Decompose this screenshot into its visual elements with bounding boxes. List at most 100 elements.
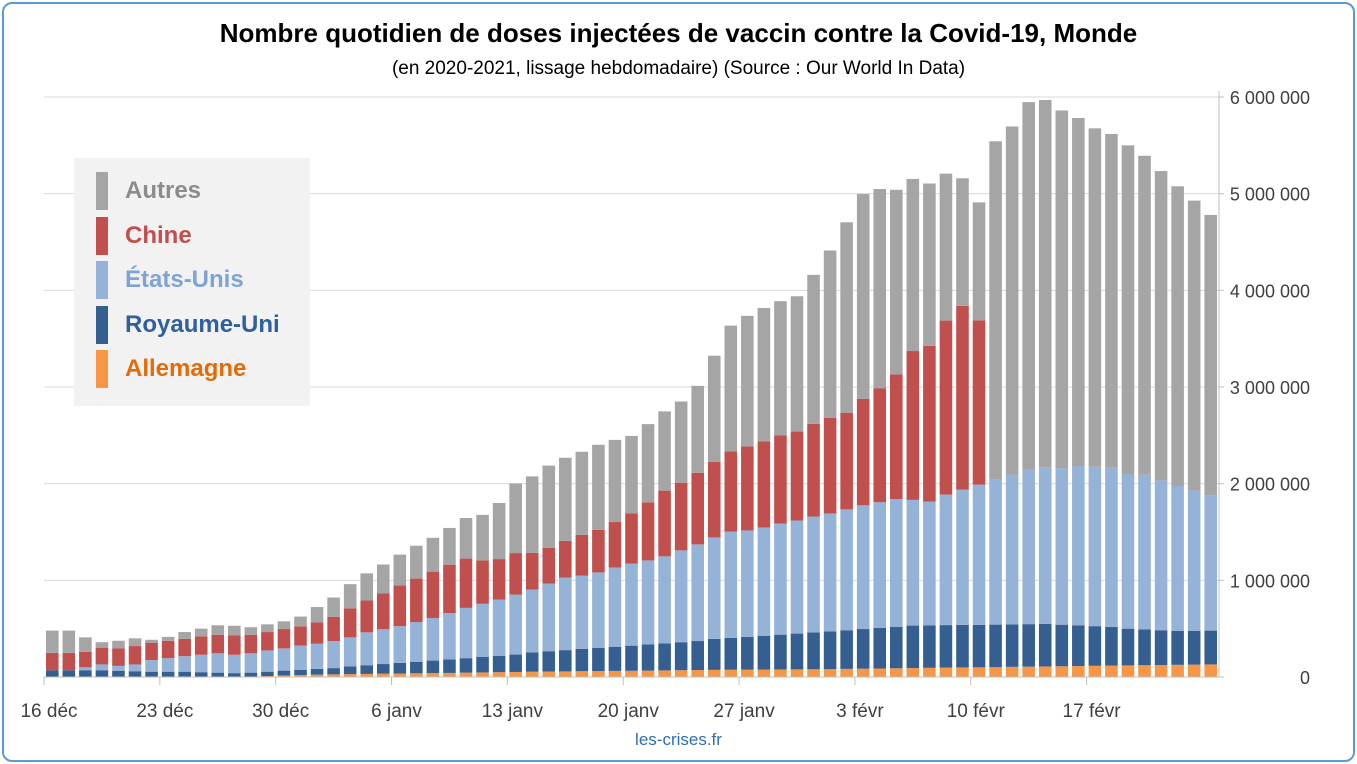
bar-other — [145, 639, 158, 643]
bar-germany — [774, 669, 787, 677]
bar-germany — [625, 670, 638, 677]
bar-germany — [1187, 664, 1201, 677]
bar-usa — [1072, 465, 1085, 626]
legend-item-other: Autres — [96, 172, 201, 210]
bar-usa — [873, 502, 887, 628]
legend-swatch — [96, 172, 108, 210]
bar-china — [128, 646, 142, 665]
bar-uk — [1187, 630, 1201, 665]
bar-usa — [1204, 495, 1218, 631]
legend-label: Allemagne — [125, 355, 247, 382]
bar-usa — [1171, 485, 1184, 631]
bar-uk — [228, 673, 241, 677]
bar-germany — [939, 667, 953, 677]
bar-china — [873, 388, 887, 503]
bar-uk — [1171, 630, 1184, 665]
bar-china — [741, 446, 754, 531]
bar-china — [575, 534, 589, 576]
bar-other — [1055, 110, 1069, 469]
bar-usa — [1154, 480, 1168, 631]
source-label: les-crises.fr — [635, 730, 722, 749]
bar-china — [840, 412, 853, 510]
bar-other — [1038, 99, 1052, 468]
bar-usa — [1138, 474, 1151, 630]
bar-other — [228, 625, 241, 636]
y-tick-label: 0 — [1300, 668, 1310, 688]
bar-usa — [608, 567, 622, 647]
bar-germany — [1138, 665, 1151, 677]
bar-usa — [1187, 490, 1201, 631]
bar-other — [1171, 186, 1184, 486]
bar-uk — [625, 645, 638, 671]
bar-other — [774, 301, 787, 436]
bar-other — [277, 621, 291, 630]
bar-uk — [62, 670, 76, 677]
bar-other — [840, 222, 853, 413]
bar-usa — [294, 645, 307, 670]
bar-germany — [509, 671, 522, 677]
bar-usa — [658, 556, 671, 644]
bar-china — [145, 642, 158, 661]
bar-uk — [194, 672, 208, 677]
bar-uk — [1121, 628, 1135, 666]
bar-germany — [1121, 665, 1135, 677]
bar-uk — [161, 671, 175, 677]
bar-other — [906, 178, 920, 352]
bar-germany — [1022, 666, 1035, 677]
bar-germany — [923, 667, 936, 677]
bar-other — [1138, 155, 1151, 475]
bar-uk — [525, 652, 539, 672]
bar-other — [807, 274, 820, 424]
bar-germany — [1055, 666, 1069, 677]
bar-uk — [1005, 624, 1019, 667]
bar-usa — [641, 560, 655, 645]
bar-usa — [509, 594, 522, 655]
bar-germany — [757, 669, 771, 677]
bar-china — [393, 585, 407, 627]
bar-germany — [956, 667, 969, 677]
bar-usa — [393, 626, 407, 663]
x-tick-label: 23 déc — [136, 701, 193, 722]
bar-other — [1204, 214, 1218, 496]
bar-china — [592, 529, 605, 573]
bar-germany — [674, 670, 688, 677]
chart-title: Nombre quotidien de doses injectées de v… — [219, 18, 1138, 48]
y-tick-label: 3 000 000 — [1230, 378, 1310, 398]
bar-china — [261, 632, 274, 651]
bar-other — [476, 514, 489, 561]
bar-usa — [906, 499, 920, 626]
bar-other — [890, 189, 903, 375]
bar-usa — [807, 516, 820, 633]
bar-other — [194, 628, 208, 637]
bar-uk — [906, 625, 920, 669]
bar-china — [823, 417, 837, 514]
bar-usa — [410, 622, 423, 662]
bar-usa — [674, 550, 688, 643]
bar-other — [1154, 171, 1168, 481]
bar-china — [310, 622, 324, 644]
bar-germany — [525, 671, 539, 677]
bar-usa — [360, 632, 373, 666]
bar-other — [161, 636, 175, 641]
legend-item-usa: États-Unis — [96, 261, 244, 299]
bar-china — [542, 547, 556, 584]
x-tick-label: 27 janv — [713, 701, 775, 722]
bar-germany — [741, 669, 754, 677]
bar-other — [575, 451, 589, 535]
bar-other — [128, 638, 142, 647]
bar-germany — [972, 667, 986, 677]
bar-other — [674, 401, 688, 483]
bar-usa — [161, 658, 175, 672]
chart-legend: Autres Chine États-Unis Royaume-Uni Allemagn… — [74, 158, 310, 406]
legend-swatch — [96, 350, 108, 388]
x-tick-label: 16 déc — [20, 701, 77, 722]
bar-usa — [956, 489, 969, 625]
bar-germany — [724, 669, 738, 677]
bar-germany — [426, 673, 440, 677]
bar-uk — [724, 637, 738, 670]
y-tick-label: 2 000 000 — [1230, 475, 1310, 495]
bar-germany — [1204, 664, 1218, 677]
bar-germany — [873, 668, 887, 677]
bar-uk — [244, 672, 258, 677]
bar-germany — [1038, 666, 1052, 677]
